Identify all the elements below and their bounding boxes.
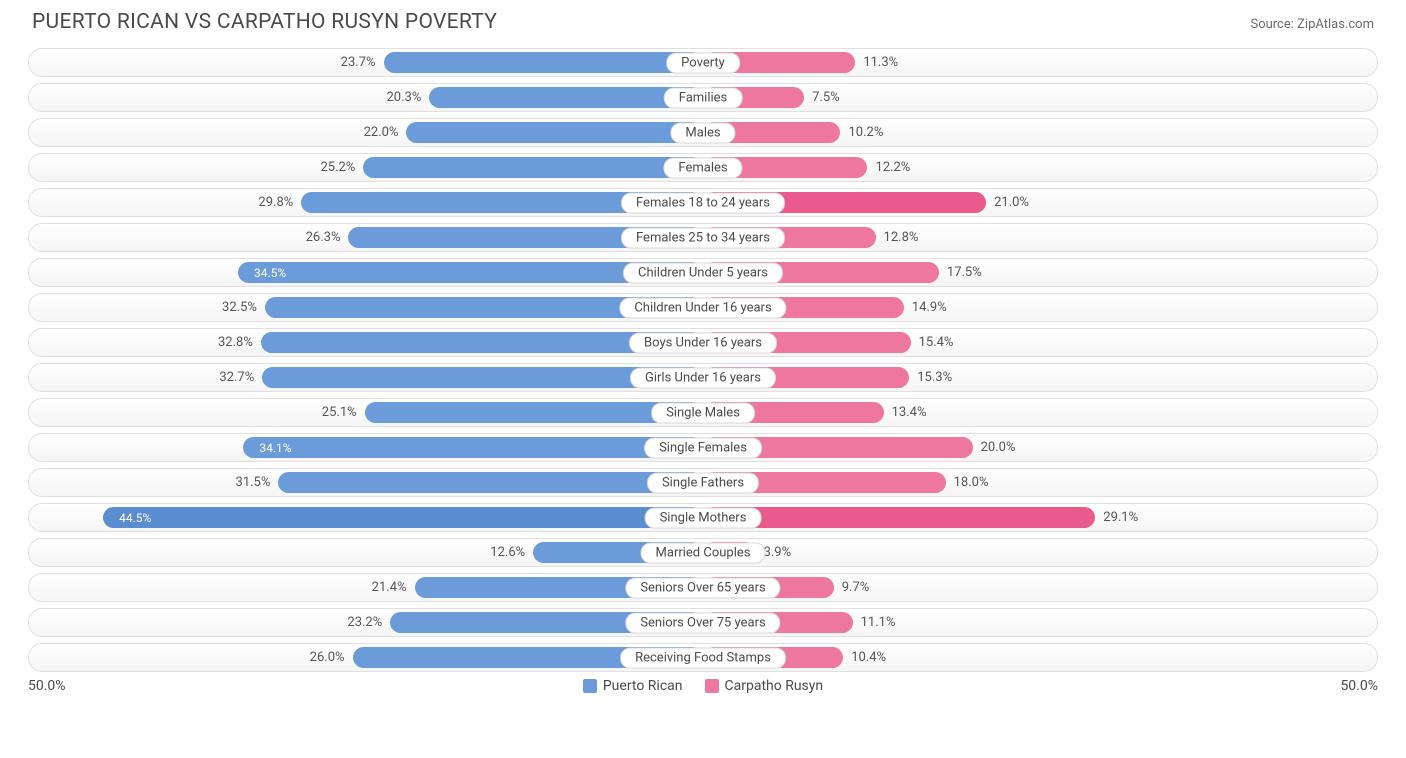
chart-row: 34.1% 20.0% Single Females xyxy=(28,433,1378,462)
value-right: 15.3% xyxy=(909,370,960,385)
row-label: Females xyxy=(663,157,742,178)
value-left: 32.8% xyxy=(210,335,261,350)
axis-max-right: 50.0% xyxy=(1340,678,1378,694)
row-label: Single Mothers xyxy=(645,507,762,528)
value-left: 29.8% xyxy=(250,195,301,210)
value-left: 44.5% xyxy=(111,511,159,525)
chart-row: 26.0% 10.4% Receiving Food Stamps xyxy=(28,643,1378,672)
chart-row: 32.7% 15.3% Girls Under 16 years xyxy=(28,363,1378,392)
value-right: 13.4% xyxy=(884,405,935,420)
row-label: Poverty xyxy=(666,52,740,73)
bar-left xyxy=(406,122,703,143)
value-right: 15.4% xyxy=(911,335,962,350)
bar-left xyxy=(429,87,703,108)
row-label: Males xyxy=(670,122,735,143)
chart-row: 12.6%3.9%Married Couples xyxy=(28,538,1378,567)
row-label: Receiving Food Stamps xyxy=(620,647,786,668)
row-label: Married Couples xyxy=(641,542,766,563)
row-label: Single Males xyxy=(651,402,755,423)
value-right: 20.0% xyxy=(973,440,1024,455)
row-label: Children Under 5 years xyxy=(623,262,783,283)
value-left: 25.1% xyxy=(314,405,365,420)
row-label: Girls Under 16 years xyxy=(630,367,776,388)
chart-row: 31.5% 18.0% Single Fathers xyxy=(28,468,1378,497)
chart-title: PUERTO RICAN VS CARPATHO RUSYN POVERTY xyxy=(32,10,497,34)
row-label: Boys Under 16 years xyxy=(629,332,777,353)
value-left: 26.3% xyxy=(298,230,349,245)
chart-row: 23.7% 11.3% Poverty xyxy=(28,48,1378,77)
legend: Puerto Rican Carpatho Rusyn xyxy=(66,678,1341,694)
chart-row: 32.5% 14.9% Children Under 16 years xyxy=(28,293,1378,322)
legend-swatch-left xyxy=(583,679,597,693)
value-left: 32.5% xyxy=(214,300,265,315)
bar-left xyxy=(384,52,703,73)
value-left: 26.0% xyxy=(302,650,353,665)
chart-row: 22.0% 10.2% Males xyxy=(28,118,1378,147)
chart-row: 25.2% 12.2% Females xyxy=(28,153,1378,182)
legend-item-right: Carpatho Rusyn xyxy=(705,678,824,694)
value-left: 34.5% xyxy=(246,266,294,280)
chart-row: 29.8% 21.0% Females 18 to 24 years xyxy=(28,188,1378,217)
chart-row: 34.5% 17.5% Children Under 5 years xyxy=(28,258,1378,287)
value-left: 31.5% xyxy=(228,475,279,490)
chart-row: 26.3% 12.8% Females 25 to 34 years xyxy=(28,223,1378,252)
chart-row: 21.4% 9.7% Seniors Over 65 years xyxy=(28,573,1378,602)
row-label: Single Fathers xyxy=(647,472,759,493)
value-right: 17.5% xyxy=(939,265,990,280)
value-right: 10.4% xyxy=(843,650,894,665)
value-right: 12.8% xyxy=(876,230,927,245)
value-right: 11.1% xyxy=(853,615,904,630)
bar-right xyxy=(703,507,1095,528)
value-left: 20.3% xyxy=(378,90,429,105)
source-prefix: Source: xyxy=(1250,17,1297,32)
bar-left xyxy=(278,472,703,493)
chart-row: 44.5% 29.1% Single Mothers xyxy=(28,503,1378,532)
value-right: 21.0% xyxy=(986,195,1037,210)
chart-row: 23.2% 11.1% Seniors Over 75 years xyxy=(28,608,1378,637)
value-left: 32.7% xyxy=(211,370,262,385)
value-left: 12.6% xyxy=(482,545,533,560)
bar-left: 44.5% xyxy=(103,507,703,528)
value-left: 22.0% xyxy=(356,125,407,140)
value-left: 21.4% xyxy=(364,580,415,595)
value-right: 18.0% xyxy=(946,475,997,490)
row-label: Seniors Over 75 years xyxy=(625,612,780,633)
value-right: 10.2% xyxy=(840,125,891,140)
value-right: 11.3% xyxy=(855,55,906,70)
source-link[interactable]: ZipAtlas.com xyxy=(1297,17,1374,32)
legend-label-left: Puerto Rican xyxy=(603,678,683,694)
legend-item-left: Puerto Rican xyxy=(583,678,683,694)
value-left: 25.2% xyxy=(312,160,363,175)
chart-row: 32.8% 15.4% Boys Under 16 years xyxy=(28,328,1378,357)
axis-max-left: 50.0% xyxy=(28,678,66,694)
chart-row: 20.3% 7.5% Families xyxy=(28,83,1378,112)
row-label: Females 18 to 24 years xyxy=(621,192,785,213)
bar-left: 34.1% xyxy=(243,437,703,458)
bar-left xyxy=(363,157,703,178)
legend-swatch-right xyxy=(705,679,719,693)
value-right: 12.2% xyxy=(867,160,918,175)
source-attribution: Source: ZipAtlas.com xyxy=(1250,17,1374,32)
value-right: 7.5% xyxy=(804,90,848,105)
diverging-bar-chart: 23.7% 11.3% Poverty 20.3% 7.5% Families 22.0% 1… xyxy=(28,48,1378,672)
value-left: 34.1% xyxy=(251,441,299,455)
row-label: Children Under 16 years xyxy=(619,297,786,318)
value-right: 9.7% xyxy=(834,580,878,595)
row-label: Females 25 to 34 years xyxy=(621,227,785,248)
value-left: 23.7% xyxy=(333,55,384,70)
legend-label-right: Carpatho Rusyn xyxy=(725,678,824,694)
value-left: 23.2% xyxy=(339,615,390,630)
row-label: Seniors Over 65 years xyxy=(625,577,780,598)
chart-row: 25.1% 13.4% Single Males xyxy=(28,398,1378,427)
row-label: Single Females xyxy=(644,437,762,458)
value-right: 14.9% xyxy=(904,300,955,315)
row-label: Families xyxy=(664,87,743,108)
value-right: 29.1% xyxy=(1095,510,1146,525)
